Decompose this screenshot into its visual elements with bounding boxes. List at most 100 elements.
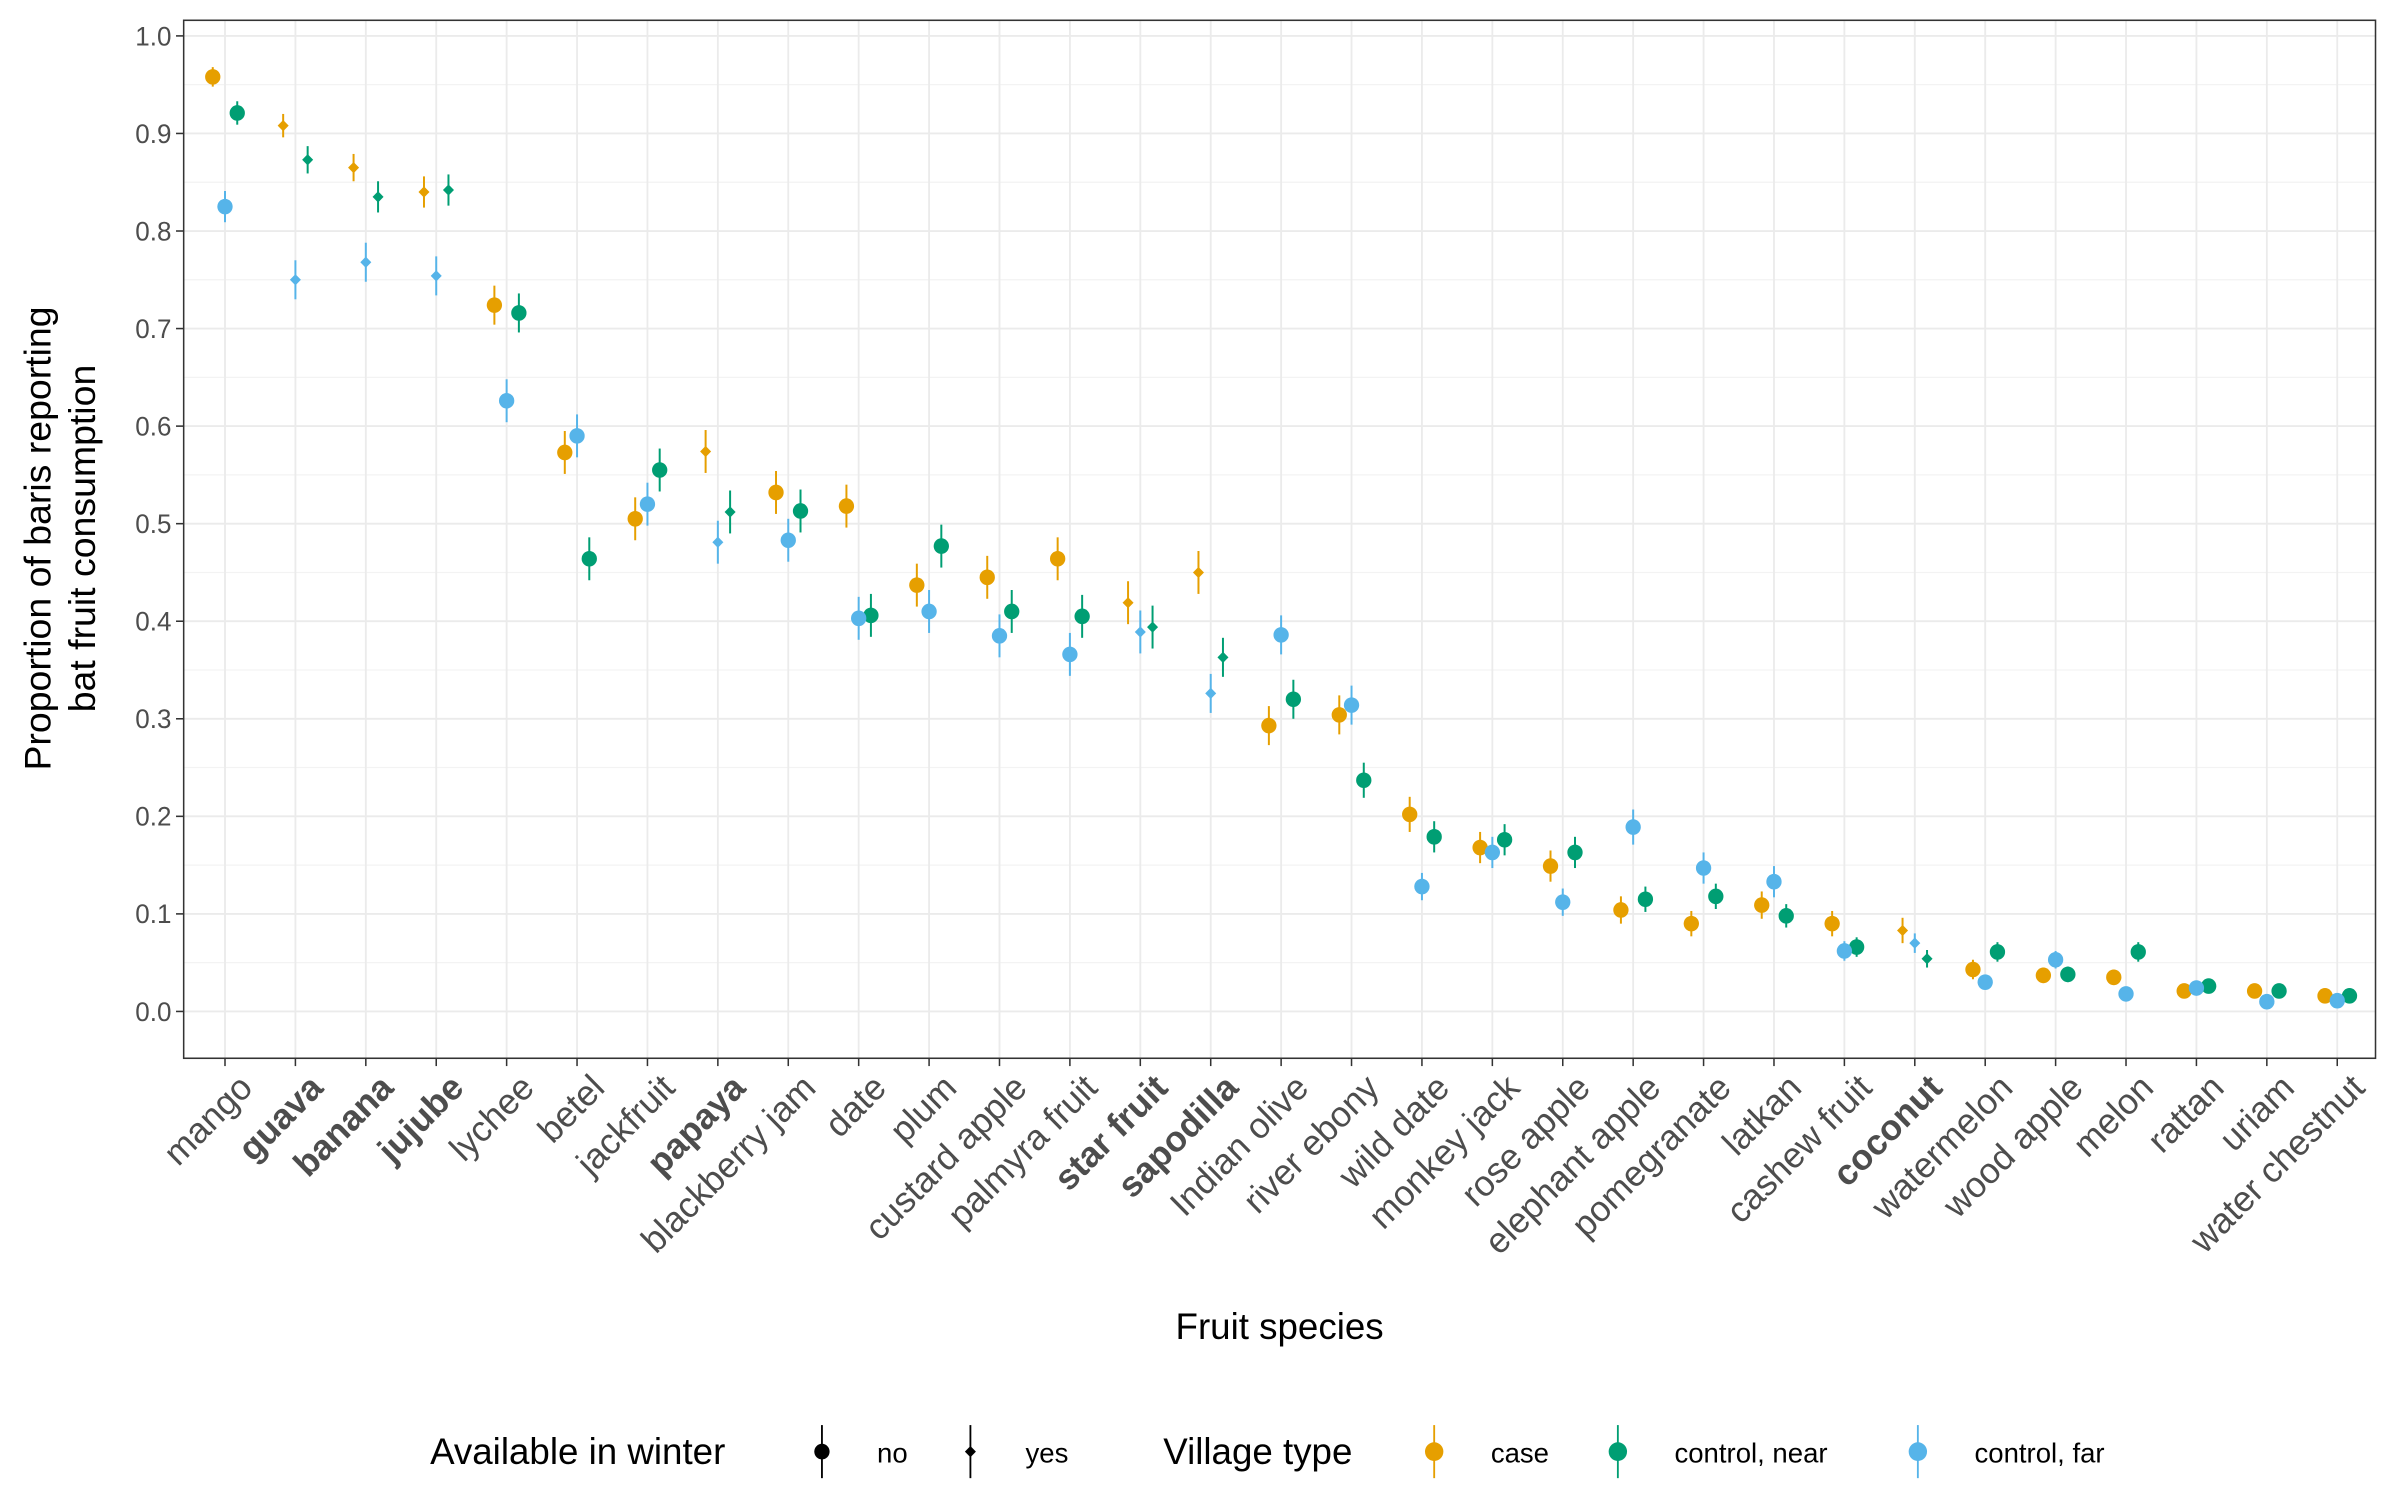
point — [2259, 993, 2275, 1010]
y-tick-label: 0.6 — [135, 411, 171, 441]
point — [1426, 829, 1442, 845]
y-tick-label: 0.0 — [135, 997, 171, 1027]
point — [921, 603, 937, 620]
point — [1555, 894, 1571, 910]
legend-key — [1908, 1442, 1928, 1461]
point — [1542, 858, 1559, 874]
y-tick-label: 0.1 — [135, 899, 171, 929]
point — [1625, 819, 1641, 835]
point — [430, 270, 442, 282]
x-tick-label: rattan — [2140, 1067, 2232, 1160]
legend-title: Available in winter — [430, 1430, 725, 1472]
point — [1472, 839, 1488, 856]
point — [1766, 873, 1782, 890]
point — [557, 444, 573, 461]
point — [933, 538, 949, 554]
point — [1683, 915, 1699, 932]
legend-key — [1425, 1442, 1444, 1461]
point — [511, 305, 527, 321]
point — [1134, 626, 1146, 638]
point — [2130, 944, 2146, 960]
point — [851, 610, 867, 627]
legend-label: case — [1491, 1437, 1549, 1468]
point — [2060, 966, 2076, 983]
y-tick-label: 0.5 — [135, 509, 171, 539]
y-tick-label: 0.3 — [135, 704, 171, 734]
point — [814, 1443, 830, 1460]
point — [569, 428, 585, 444]
point — [1050, 550, 1066, 567]
point — [627, 510, 643, 527]
point — [1824, 915, 1840, 932]
point — [418, 186, 430, 198]
point — [442, 184, 454, 196]
y-tick-label: 0.2 — [135, 801, 171, 831]
point — [1708, 888, 1724, 905]
point — [863, 607, 879, 624]
legend-label: yes — [1026, 1437, 1069, 1468]
point — [979, 569, 995, 586]
point — [1074, 608, 1090, 625]
point — [639, 496, 656, 512]
point — [1273, 627, 1289, 643]
point — [2188, 980, 2205, 996]
point — [1695, 860, 1712, 876]
point — [838, 498, 855, 514]
point — [2341, 988, 2358, 1004]
point — [2317, 988, 2333, 1004]
point — [2201, 978, 2217, 994]
legend-label: control, far — [1974, 1437, 2104, 1468]
point — [2035, 967, 2052, 984]
y-axis-title: bat fruit consumption — [61, 365, 103, 713]
point — [1921, 953, 1933, 965]
point — [2106, 969, 2122, 986]
x-axis-title: Fruit species — [1176, 1305, 1384, 1347]
point — [1778, 908, 1794, 924]
point — [780, 532, 796, 549]
point — [724, 506, 736, 518]
y-tick-label: 0.8 — [135, 216, 171, 246]
point — [1613, 902, 1629, 918]
point — [348, 161, 360, 174]
point — [1484, 844, 1500, 861]
x-tick-label: date — [817, 1067, 893, 1145]
y-tick-label: 1.0 — [135, 21, 171, 51]
point — [1261, 717, 1277, 734]
point — [1637, 891, 1654, 908]
point — [1496, 831, 1513, 848]
point — [909, 577, 925, 593]
point — [1414, 878, 1430, 895]
y-axis-title: Proportion of baris reporting — [17, 306, 59, 770]
legend-label: no — [877, 1437, 908, 1468]
point — [712, 536, 724, 548]
point — [792, 503, 809, 519]
point — [1004, 603, 1020, 620]
point — [2118, 986, 2134, 1002]
point — [991, 628, 1008, 644]
y-tick-label: 0.9 — [135, 119, 171, 149]
point — [1402, 806, 1418, 823]
point — [229, 105, 245, 121]
point — [581, 550, 597, 567]
point — [1331, 707, 1347, 723]
point — [1122, 597, 1134, 609]
point — [1848, 939, 1865, 955]
point — [2047, 951, 2064, 968]
point — [1754, 897, 1770, 913]
point — [486, 297, 503, 313]
point — [1285, 691, 1302, 708]
point — [217, 198, 233, 215]
point — [2176, 983, 2192, 999]
point — [768, 484, 784, 501]
x-tick-label: melon — [2065, 1067, 2161, 1165]
point — [1965, 961, 1981, 978]
point — [1356, 772, 1372, 789]
x-tick-label: mango — [156, 1067, 260, 1173]
y-tick-label: 0.7 — [135, 314, 171, 344]
plot-panel — [183, 20, 2376, 1059]
point — [1062, 646, 1078, 663]
point — [2246, 983, 2263, 999]
point — [700, 445, 712, 458]
